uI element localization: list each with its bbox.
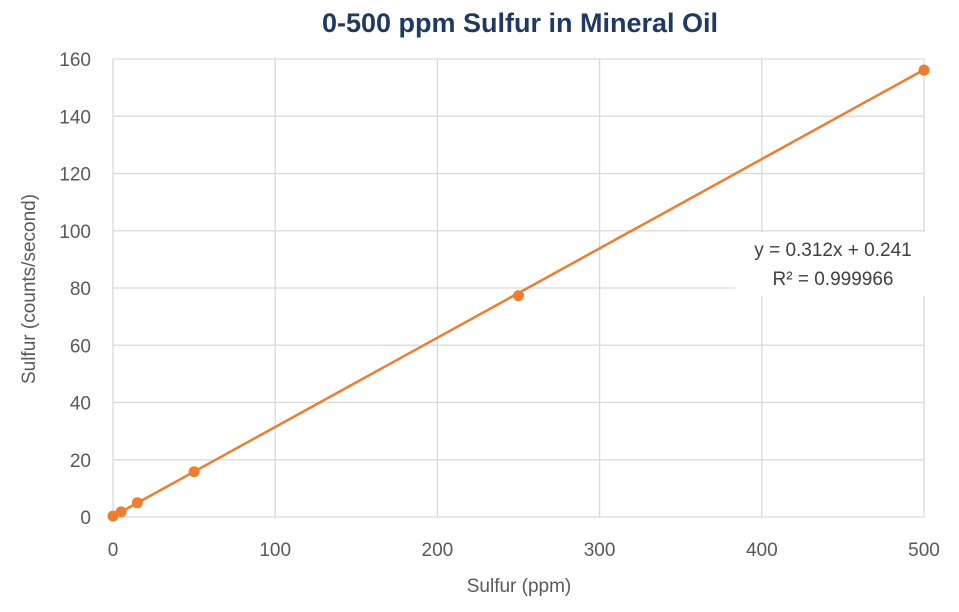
data-point bbox=[107, 510, 119, 522]
data-points bbox=[107, 64, 930, 522]
y-tick-label: 100 bbox=[59, 222, 91, 243]
data-point bbox=[131, 497, 143, 509]
y-tick-label: 20 bbox=[70, 451, 91, 472]
y-tick-label: 0 bbox=[80, 508, 91, 529]
data-point bbox=[115, 506, 127, 518]
x-tick-label: 0 bbox=[108, 540, 119, 561]
x-axis-title: Sulfur (ppm) bbox=[467, 576, 572, 597]
x-tick-label: 200 bbox=[422, 540, 454, 561]
x-tick-label: 500 bbox=[908, 540, 940, 561]
equation-background bbox=[735, 232, 931, 296]
data-point bbox=[918, 64, 930, 76]
y-tick-label: 40 bbox=[70, 394, 91, 415]
y-tick-label: 120 bbox=[59, 165, 91, 186]
chart-title: 0-500 ppm Sulfur in Mineral Oil bbox=[322, 8, 718, 38]
y-tick-label: 160 bbox=[59, 50, 91, 71]
data-point bbox=[513, 290, 524, 302]
y-tick-label: 60 bbox=[70, 336, 91, 357]
x-tick-label: 100 bbox=[259, 540, 291, 561]
trendline-r-squared: R² = 0.999966 bbox=[773, 269, 894, 290]
data-point bbox=[188, 466, 200, 478]
trendline-equation-box: y = 0.312x + 0.241 R² = 0.999966 bbox=[735, 232, 931, 296]
y-axis-title: Sulfur (counts/second) bbox=[19, 194, 40, 384]
y-tick-label: 80 bbox=[70, 279, 91, 300]
x-tick-label: 400 bbox=[746, 540, 778, 561]
x-tick-label: 300 bbox=[584, 540, 616, 561]
y-tick-label: 140 bbox=[59, 107, 91, 128]
trendline-equation: y = 0.312x + 0.241 bbox=[754, 240, 911, 261]
tick-labels: 0 20 40 60 80 100 120 140 160 0 100 200 300 400 500 bbox=[59, 50, 940, 561]
